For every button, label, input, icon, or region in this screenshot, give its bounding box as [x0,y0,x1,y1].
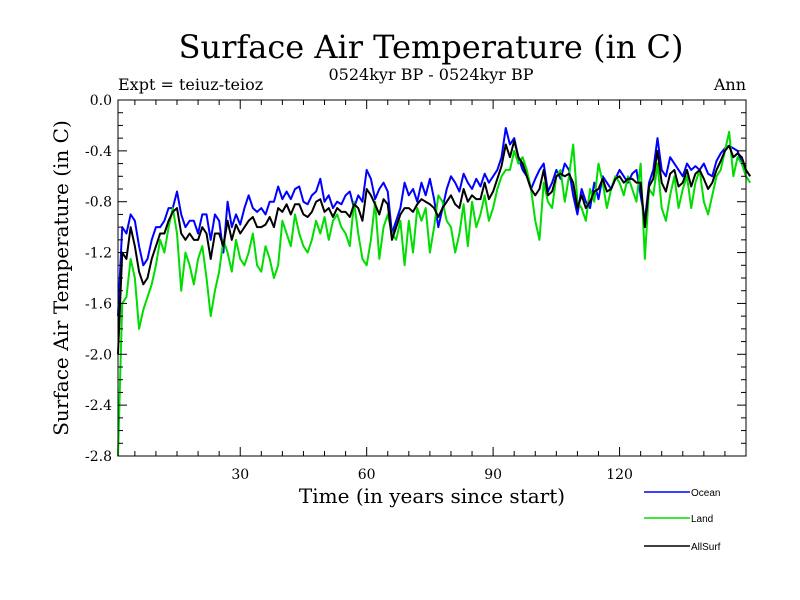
y-axis-label: Surface Air Temperature (in C) [49,120,73,436]
y-tick-label: 0.0 [90,93,112,109]
y-tick-label: -0.8 [85,195,112,211]
series-line-allsurf [117,139,752,355]
series-line-land [117,130,752,457]
x-tick-label: 60 [358,467,376,483]
chart-subtitle: 0524kyr BP - 0524kyr BP [329,65,534,84]
y-tick-label: -1.2 [85,246,112,262]
plot-frame [117,99,747,457]
series-layer [117,126,752,457]
legend-label-allsurf: AllSurf [691,542,721,553]
x-axis-label: Time (in years since start) [299,484,565,508]
x-tick-label: 30 [231,467,249,483]
season-label: Ann [713,75,746,94]
chart-title: Surface Air Temperature (in C) [179,28,684,66]
y-tick-label: -1.6 [85,296,112,312]
x-tick-label: 120 [606,467,633,483]
x-tick-label: 90 [484,467,502,483]
y-tick-label: -2.4 [85,398,112,414]
experiment-label: Expt = teiuz-teioz [118,75,263,94]
axes-layer: 0.0 -0.4 -0.8 -1.2 -1.6 -2.0 -2.4 -2.8 30 60 90 120 [85,93,746,483]
series-line-ocean [117,126,747,317]
y-tick-label: -0.4 [85,144,112,160]
legend-label-land: Land [691,514,713,525]
y-tick-label: -2.8 [85,449,112,465]
y-tick-label: -2.0 [85,347,112,363]
legend-label-ocean: Ocean [691,488,720,499]
legend: Ocean Land AllSurf [644,488,721,553]
